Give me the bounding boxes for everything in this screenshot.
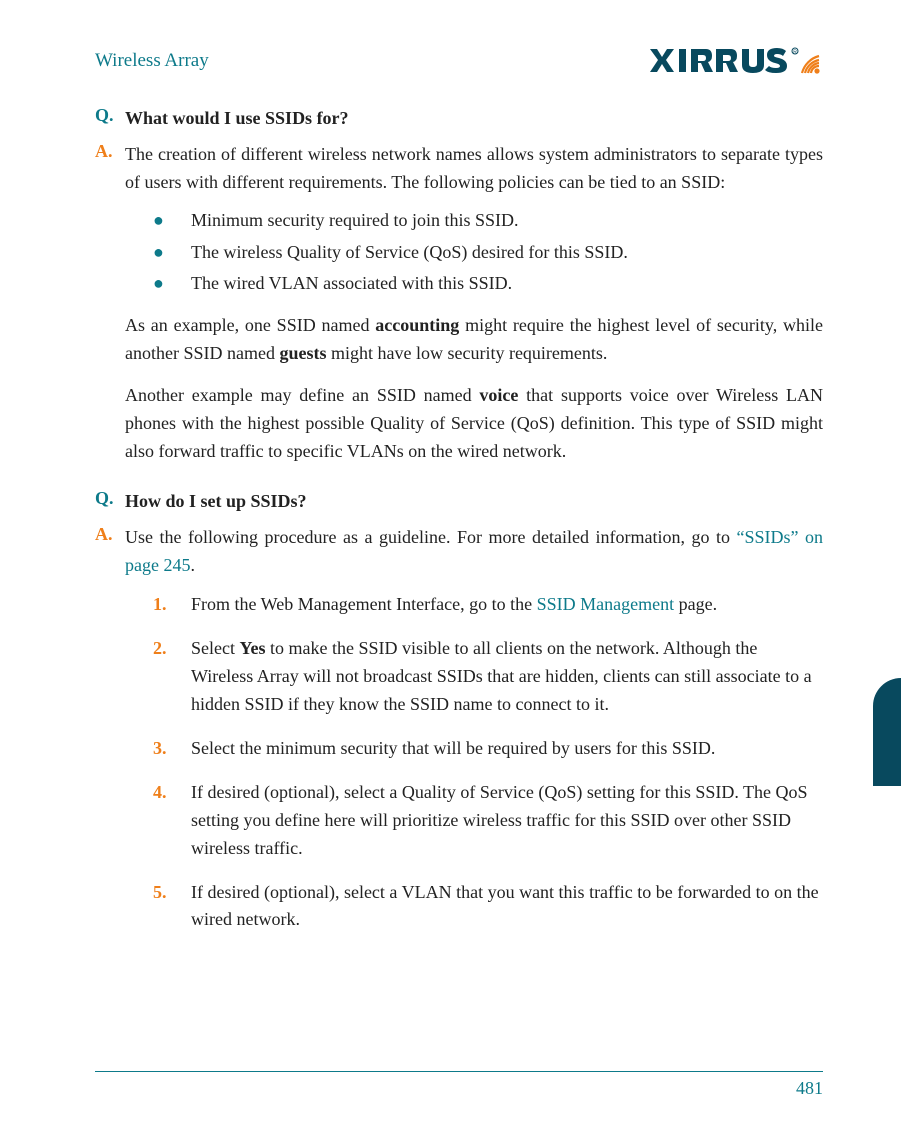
link-text[interactable]: SSID Management [537,594,674,614]
bullet-icon: ● [153,207,191,235]
bold-text: guests [279,343,326,363]
step-number: 2. [153,635,191,663]
step-number: 4. [153,779,191,807]
page-number: 481 [796,1078,823,1098]
list-item: 1. From the Web Management Interface, go… [153,591,823,619]
a-label: A. [95,141,125,162]
bullet-text: The wired VLAN associated with this SSID… [191,270,512,298]
header-title: Wireless Array [95,50,209,72]
a-label: A. [95,524,125,545]
xirrus-logo-icon: R [648,45,823,77]
bullet-text: Minimum security required to join this S… [191,207,518,235]
bullet-icon: ● [153,270,191,298]
step-text: If desired (optional), select a Quality … [191,779,823,863]
brand-logo: R [648,45,823,77]
answer-row: A. Use the following procedure as a guid… [95,524,823,580]
text-fragment: From the Web Management Interface, go to… [191,594,537,614]
bullet-list: ● Minimum security required to join this… [153,207,823,299]
q-label: Q. [95,105,125,126]
text-fragment: Another example may define an SSID named [125,385,479,405]
question-row: Q. What would I use SSIDs for? [95,105,823,133]
text-fragment: might have low security requirements. [326,343,607,363]
qa-block-1: Q. What would I use SSIDs for? A. The cr… [95,105,823,466]
question-row: Q. How do I set up SSIDs? [95,488,823,516]
text-fragment: Use the following procedure as a guideli… [125,527,737,547]
step-number: 5. [153,879,191,907]
step-text: Select the minimum security that will be… [191,735,823,763]
qa-block-2: Q. How do I set up SSIDs? A. Use the fol… [95,488,823,935]
answer-text: Use the following procedure as a guideli… [125,524,823,580]
bullet-icon: ● [153,239,191,267]
list-item: ● The wireless Quality of Service (QoS) … [153,239,823,267]
answer-row: A. The creation of different wireless ne… [95,141,823,197]
q-label: Q. [95,488,125,509]
answer-text: The creation of different wireless netwo… [125,141,823,197]
list-item: 3. Select the minimum security that will… [153,735,823,763]
bold-text: voice [479,385,518,405]
text-fragment: . [190,555,195,575]
bold-text: Yes [239,638,265,658]
list-item: 5. If desired (optional), select a VLAN … [153,879,823,935]
list-item: 4. If desired (optional), select a Quali… [153,779,823,863]
step-text: From the Web Management Interface, go to… [191,591,823,619]
list-item: 2. Select Yes to make the SSID visible t… [153,635,823,719]
text-fragment: Select [191,638,239,658]
step-text: If desired (optional), select a VLAN tha… [191,879,823,935]
question-text: How do I set up SSIDs? [125,488,307,516]
text-fragment: As an example, one SSID named [125,315,375,335]
question-text: What would I use SSIDs for? [125,105,349,133]
step-number: 3. [153,735,191,763]
text-fragment: to make the SSID visible to all clients … [191,638,812,714]
text-fragment: page. [674,594,717,614]
svg-text:R: R [793,50,797,56]
side-tab-icon [873,678,901,786]
step-number: 1. [153,591,191,619]
ordered-list: 1. From the Web Management Interface, go… [153,591,823,934]
paragraph: Another example may define an SSID named… [125,382,823,466]
page-header: Wireless Array R [95,45,823,77]
bullet-text: The wireless Quality of Service (QoS) de… [191,239,628,267]
list-item: ● The wired VLAN associated with this SS… [153,270,823,298]
bold-text: accounting [375,315,459,335]
paragraph: As an example, one SSID named accounting… [125,312,823,368]
page-footer: 481 [95,1071,823,1099]
list-item: ● Minimum security required to join this… [153,207,823,235]
step-text: Select Yes to make the SSID visible to a… [191,635,823,719]
